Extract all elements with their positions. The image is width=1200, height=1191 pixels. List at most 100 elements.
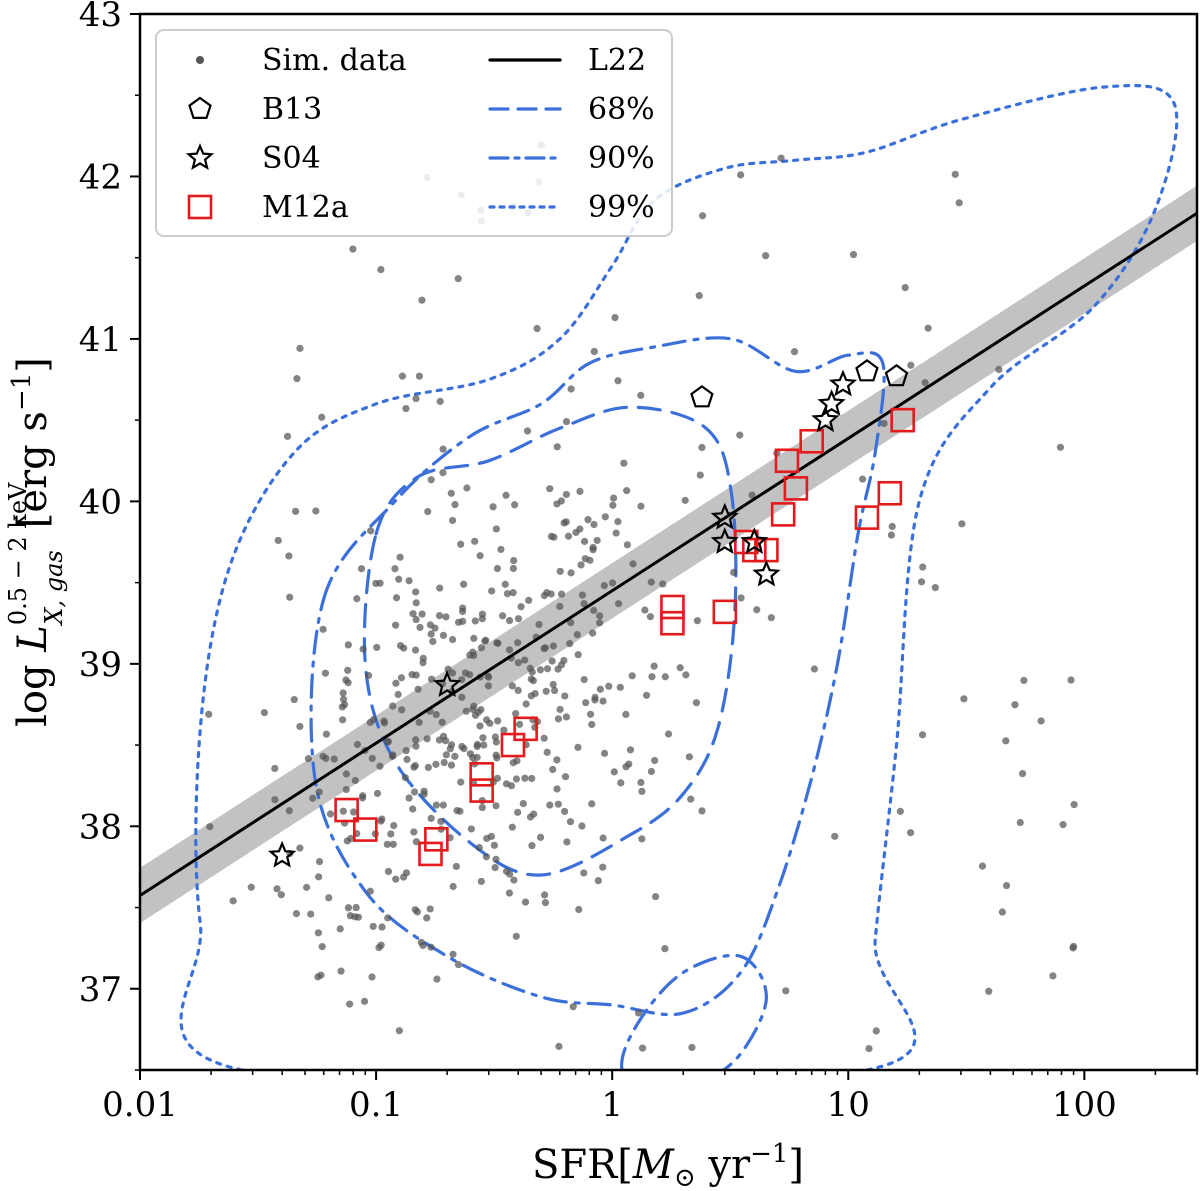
m12a-point (774, 448, 800, 474)
sim-point (330, 755, 338, 763)
sim-point (502, 867, 511, 875)
sim-point (748, 491, 756, 499)
sim-point (492, 802, 500, 810)
sim-point (562, 713, 570, 721)
legend-label: Sim. data (262, 43, 407, 78)
sim-point (556, 602, 564, 611)
sim-point (349, 245, 357, 253)
sim-point (661, 945, 669, 953)
sim-point (978, 862, 987, 870)
sim-point (347, 834, 355, 843)
sim-point (594, 877, 602, 885)
sim-point (1002, 881, 1011, 890)
sim-point (480, 741, 488, 749)
sim-point (782, 987, 790, 995)
sim-point (490, 841, 498, 849)
sim-point (623, 541, 631, 549)
sim-point (339, 689, 347, 697)
sim-point (688, 1043, 696, 1052)
sim-point (351, 913, 359, 921)
sim-point (435, 611, 444, 620)
sim-point (650, 662, 658, 670)
sim-point (460, 580, 468, 588)
sim-point (634, 1009, 643, 1017)
sim-point (359, 645, 367, 653)
sim-point (296, 344, 304, 352)
legend-item-99-: 99% (488, 190, 655, 225)
sim-point (622, 763, 630, 771)
sim-point (554, 715, 563, 723)
sim-point (528, 842, 536, 850)
sim-point (512, 932, 520, 940)
sim-point (477, 644, 486, 652)
sim-point (285, 552, 293, 560)
sim-point (872, 1027, 880, 1035)
sim-point (439, 469, 447, 477)
sim-point (377, 817, 385, 825)
sim-point (561, 692, 569, 700)
sim-point (378, 923, 386, 931)
sim-point (767, 614, 775, 622)
sim-point (312, 507, 320, 515)
sim-point (1011, 701, 1019, 709)
m12a-point (469, 778, 494, 803)
sim-point (309, 794, 317, 802)
contour-90 (309, 336, 886, 1017)
sim-point (951, 170, 959, 178)
sim-point (907, 361, 915, 369)
sim-point (296, 722, 304, 731)
sim-point (416, 623, 424, 632)
sim-point (466, 651, 474, 659)
sim-point (457, 540, 465, 548)
sim-point (260, 709, 268, 717)
sim-point (229, 897, 237, 905)
sim-point (454, 275, 462, 283)
sim-point (590, 520, 598, 529)
sim-point (542, 687, 550, 695)
sim-point (344, 641, 352, 649)
sim-point (536, 833, 545, 841)
legend-item-m12a: M12a (187, 190, 349, 225)
legend-item-90-: 90% (488, 141, 655, 176)
sim-point (353, 740, 362, 749)
sim-point (388, 752, 397, 760)
sim-point (527, 675, 535, 683)
sim-point (432, 801, 440, 809)
s04-point (267, 840, 297, 868)
sim-point (620, 459, 628, 467)
sim-point (352, 903, 360, 912)
sim-point (509, 759, 517, 767)
sim-point (553, 443, 561, 451)
sim-point (531, 689, 539, 698)
sim-point (293, 375, 301, 383)
sim-point (439, 445, 447, 453)
legend-item-l22: L22 (488, 43, 646, 78)
sim-point (485, 673, 493, 681)
sim-point (505, 616, 514, 625)
sim-point (611, 314, 619, 322)
sim-point (647, 767, 656, 776)
axes: 0.01 0.1 1 10 100 37 38 39 40 41 42 43 (79, 0, 1198, 1125)
sim-point (577, 561, 585, 569)
legend-dot-icon (196, 56, 204, 64)
y-axis-label: log L0.5 − 2 keV X, gas[erg s−1] (4, 357, 68, 727)
sim-point (641, 606, 649, 614)
sim-point (390, 821, 398, 830)
sim-point (435, 736, 443, 744)
sim-point (514, 808, 522, 816)
sim-point (637, 391, 645, 399)
sim-point (491, 864, 499, 872)
sim-point (322, 730, 331, 738)
sim-point (659, 580, 667, 588)
sim-point (580, 675, 588, 684)
sim-point (337, 967, 345, 975)
sim-point (412, 736, 420, 744)
sim-point (955, 199, 963, 207)
sim-point (637, 778, 645, 787)
contour-99 (179, 83, 1179, 1070)
legend-label: M12a (262, 190, 349, 225)
sim-point (685, 753, 693, 761)
sim-point (489, 503, 497, 511)
sim-point (541, 891, 549, 899)
